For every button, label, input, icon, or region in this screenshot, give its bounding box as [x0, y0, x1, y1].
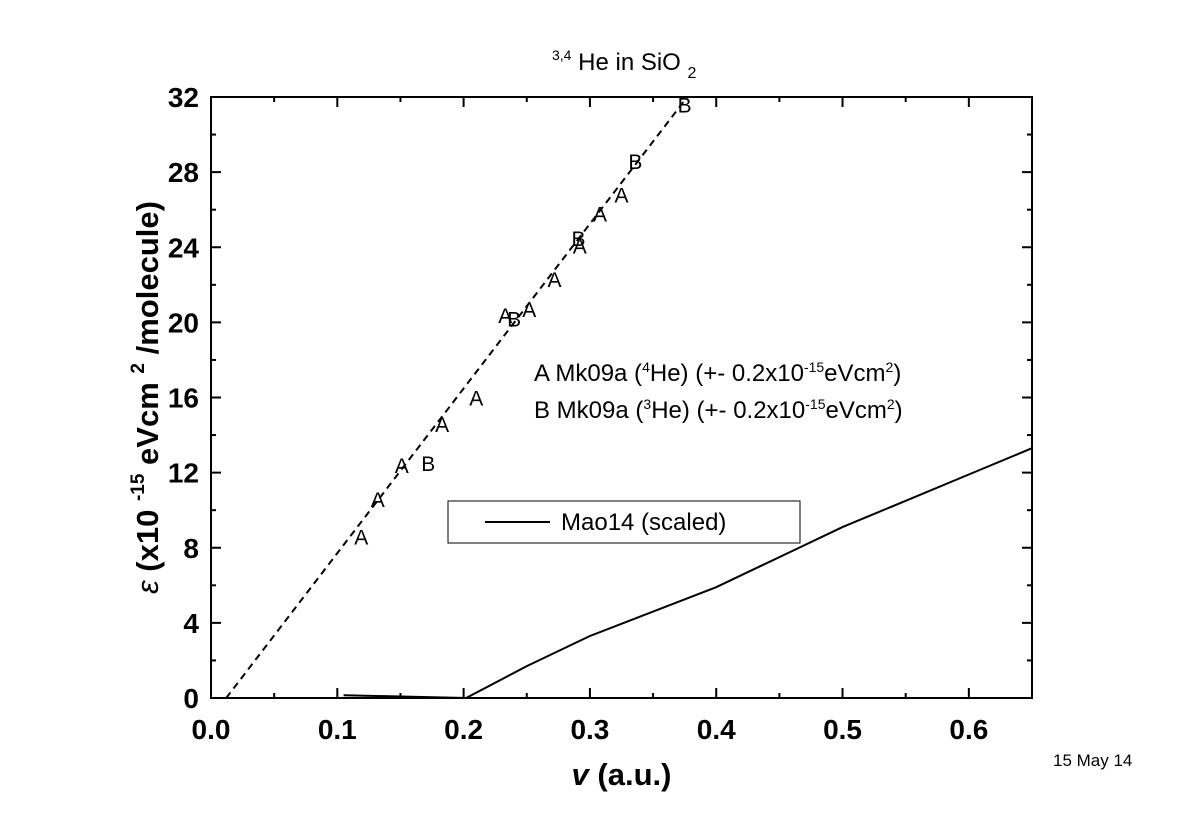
- x-tick-label: 0.4: [697, 714, 736, 745]
- mao14-line: [343, 447, 1032, 698]
- x-axis-title: v (a.u.): [572, 757, 672, 792]
- legend-text-part: -15: [805, 396, 825, 412]
- y-axis-exp1: -15: [128, 473, 149, 501]
- y-tick-label: 0: [183, 683, 199, 714]
- title-superscript: 3,4: [552, 47, 572, 63]
- legend-text-part: Mk09a (: [550, 397, 643, 424]
- legend-text-part: 4: [642, 359, 650, 375]
- x-tick-label: 0.6: [949, 714, 988, 745]
- x-tick-label: 0.2: [444, 714, 483, 745]
- x-tick-label: 0.1: [318, 714, 357, 745]
- date-stamp: 15 May 14: [1053, 751, 1132, 770]
- data-point-b: B: [678, 95, 692, 118]
- data-point-b: B: [628, 151, 642, 174]
- legend-text-part: B: [534, 397, 550, 424]
- data-point-a: A: [395, 455, 409, 478]
- y-axis-exp2: 2: [128, 363, 149, 374]
- legend-entry-a: A Mk09a (4He) (+- 0.2x10-15eVcm2): [534, 359, 901, 387]
- legend-text-part: ): [893, 360, 901, 387]
- y-tick-label: 20: [168, 307, 199, 338]
- legend-box-label: Mao14 (scaled): [561, 509, 726, 536]
- data-point-a: A: [354, 526, 368, 549]
- legend-text-part: eVcm: [824, 360, 885, 387]
- legend-entry-b: B Mk09a (3He) (+- 0.2x10-15eVcm2): [534, 396, 903, 424]
- data-point-a: A: [573, 235, 587, 258]
- x-tick-label: 0.5: [823, 714, 862, 745]
- fit-line-dashed: [225, 97, 688, 698]
- data-point-a: A: [548, 269, 562, 292]
- y-tick-label: 16: [168, 383, 199, 414]
- x-tick-label: 0.3: [570, 714, 609, 745]
- data-point-a: A: [522, 299, 536, 322]
- x-axis-symbol: v: [572, 757, 591, 792]
- legend-text-part: Mk09a (: [549, 360, 642, 387]
- x-axis-text: (a.u.): [597, 757, 671, 792]
- y-tick-label: 4: [183, 608, 199, 639]
- y-axis-part3: /molecule): [130, 201, 165, 354]
- legend-text-part: ): [895, 397, 903, 424]
- legend-text-part: eVcm: [826, 397, 887, 424]
- chart-title: 3,4 He in SiO 2: [552, 39, 697, 82]
- legend: A Mk09a (4He) (+- 0.2x10-15eVcm2)B Mk09a…: [447, 359, 903, 544]
- data-point-a: A: [614, 185, 628, 208]
- y-tick-label: 28: [168, 157, 199, 188]
- title-main: He in SiO: [578, 49, 681, 76]
- y-axis-part1: (x10: [130, 510, 165, 572]
- legend-text-part: 3: [643, 396, 651, 412]
- data-point-a: A: [469, 388, 483, 411]
- x-axis-ticks: 0.0 0.1 0.2 0.3 0.4 0.5 0.6: [192, 97, 1033, 745]
- x-tick-label: 0.0: [192, 714, 231, 745]
- legend-text-part: 2: [886, 359, 894, 375]
- data-point-b: B: [421, 453, 435, 476]
- y-tick-label: 24: [168, 232, 200, 263]
- data-point-a: A: [371, 489, 385, 512]
- data-point-a: A: [593, 203, 607, 226]
- title-subscript: 2: [688, 65, 697, 82]
- y-tick-label: 12: [168, 458, 199, 489]
- y-tick-label: 8: [183, 533, 199, 564]
- y-axis-part2: eVcm: [130, 382, 165, 465]
- legend-text-part: 2: [887, 396, 895, 412]
- y-axis-title: ε (x10 -15 eVcm 2 /molecule): [116, 201, 165, 594]
- data-point-a: A: [498, 305, 512, 328]
- y-tick-label: 32: [168, 82, 199, 113]
- y-axis-symbol: ε: [130, 580, 165, 594]
- data-point-b: B: [507, 309, 521, 332]
- legend-text-part: He) (+- 0.2x10: [650, 360, 804, 387]
- legend-text-part: He) (+- 0.2x10: [651, 397, 805, 424]
- legend-text-part: A: [534, 360, 550, 387]
- legend-text-part: -15: [804, 359, 824, 375]
